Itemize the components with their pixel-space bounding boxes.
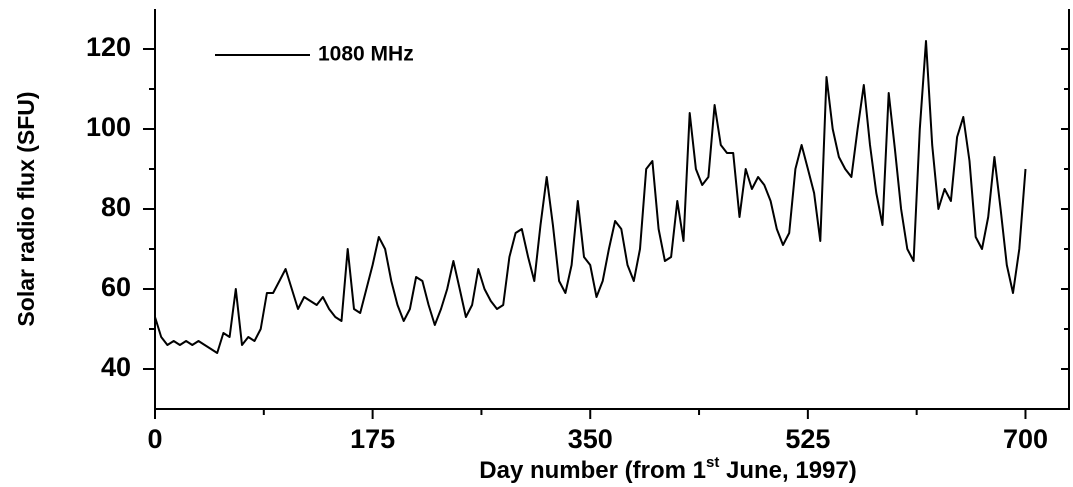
x-tick-label: 0 <box>147 424 162 454</box>
y-tick-label: 100 <box>86 112 131 142</box>
x-axis-label-sup: st <box>706 454 719 471</box>
y-tick-label: 80 <box>101 192 131 222</box>
x-tick-label: 175 <box>350 424 395 454</box>
y-tick-label: 40 <box>101 352 131 382</box>
y-tick-label: 60 <box>101 272 131 302</box>
x-tick-label: 700 <box>1003 424 1048 454</box>
y-axis-label: Solar radio flux (SFU) <box>13 91 39 326</box>
x-tick-label: 350 <box>568 424 613 454</box>
y-tick-label: 120 <box>86 32 131 62</box>
legend-label: 1080 MHz <box>318 43 414 66</box>
x-tick-label: 525 <box>785 424 830 454</box>
axes <box>154 9 1070 410</box>
x-axis-label-part: Day number (from 1 <box>479 457 706 484</box>
data-line <box>154 40 1027 354</box>
x-axis-label-part: June, 1997) <box>719 457 856 484</box>
x-axis-label: Day number (from 1st June, 1997) <box>479 454 856 484</box>
